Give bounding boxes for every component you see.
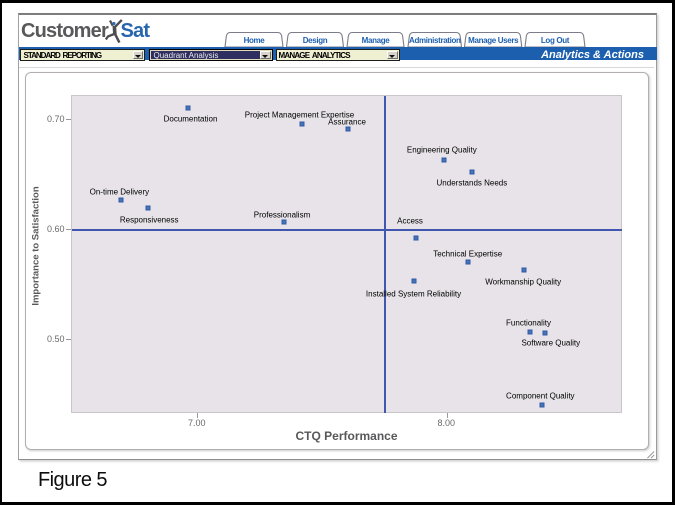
svg-text:Design: Design (303, 36, 328, 45)
svg-text:Administration: Administration (409, 36, 461, 45)
svg-text:Manage: Manage (362, 36, 391, 45)
svg-text:Home: Home (244, 36, 266, 45)
svg-text:Manage Users: Manage Users (468, 36, 519, 45)
svg-text:Log Out: Log Out (541, 36, 570, 45)
